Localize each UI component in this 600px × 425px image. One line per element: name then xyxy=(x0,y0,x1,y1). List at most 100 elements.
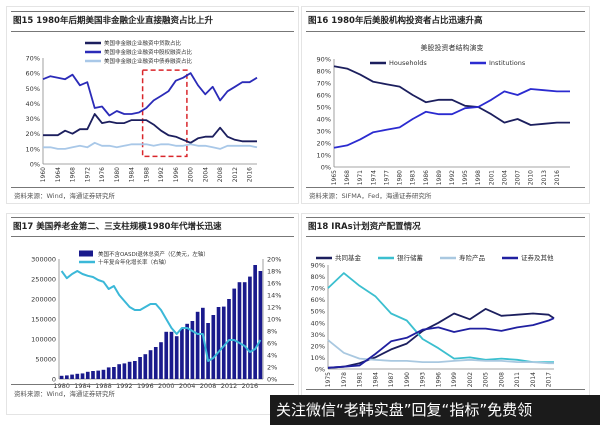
y-tick-label: 250000 xyxy=(31,276,56,284)
x-tick-label: 2008 xyxy=(217,167,224,182)
y-tick-label: 10% xyxy=(26,145,40,153)
x-tick-label: 1986 xyxy=(423,170,430,185)
x-tick-label: 1995 xyxy=(462,170,469,185)
y-tick-label: 50% xyxy=(311,308,325,316)
x-tick-label: 1981 xyxy=(357,372,364,387)
legend-label: 银行储蓄 xyxy=(397,253,424,262)
y-tick-label: 90% xyxy=(317,56,331,64)
chart-17-svg: 0 50000 100000 150000 200000 250000 300000 0% 2%… xyxy=(31,250,281,390)
x-tick-label: 1978 xyxy=(341,372,348,387)
y-tick-label: 0% xyxy=(315,366,325,374)
x-tick-label: 1993 xyxy=(420,372,427,387)
bar xyxy=(106,367,111,379)
series-line xyxy=(327,272,554,364)
y-tick-label: 0 xyxy=(52,376,56,384)
bar xyxy=(133,361,137,379)
y-tick-label: 70% xyxy=(26,55,40,63)
y2-tick-label: 14% xyxy=(267,292,281,300)
y-tick-label: 60% xyxy=(311,296,325,304)
y2-tick-label: 4% xyxy=(267,352,277,360)
x-tick-label: 1975 xyxy=(325,372,332,387)
y-tick-label: 0% xyxy=(321,164,331,172)
series-line xyxy=(327,317,555,369)
legend-label: 十年复合年化增长率（右轴） xyxy=(98,258,170,266)
x-tick-label: 1976 xyxy=(99,167,106,182)
bar xyxy=(59,375,64,379)
x-tick-label: 1960 xyxy=(40,167,47,182)
x-tick-label: 1996 xyxy=(137,382,154,390)
chart-title: 图17 美国养老金第二、三支柱规模1980年代增长迅速 xyxy=(13,222,222,232)
x-tick-label: 2013 xyxy=(541,170,548,185)
y-tick-label: 300000 xyxy=(31,256,56,264)
x-tick-label: 1980 xyxy=(53,382,70,390)
y-tick-label: 60% xyxy=(317,92,331,100)
x-tick-label: 1984 xyxy=(372,372,379,387)
wechat-promo-banner[interactable]: 关注微信“老韩实盘”回复“指标”免费领 xyxy=(270,395,600,425)
x-tick-label: 2016 xyxy=(554,170,561,185)
x-tick-label: 1992 xyxy=(449,170,456,185)
legend-label: Institutions xyxy=(489,59,526,67)
x-tick-label: 2014 xyxy=(530,372,537,387)
x-tick-label: 2008 xyxy=(200,382,217,390)
x-tick-label: 2012 xyxy=(232,167,239,182)
bar xyxy=(143,354,148,379)
x-tick-label: 1988 xyxy=(95,382,112,390)
x-tick-label: 1984 xyxy=(74,382,91,390)
y-tick-label: 100000 xyxy=(31,336,56,344)
y2-tick-label: 18% xyxy=(267,268,281,276)
x-tick-label: 2000 xyxy=(158,382,175,390)
x-tick-label: 2011 xyxy=(514,372,521,387)
chart-16-svg: 0% 10% 20% 30% 40% 50% 60% 70% 80% 90% 1965 1968 197… xyxy=(317,43,570,185)
y-tick-label: 50% xyxy=(317,104,331,112)
bar xyxy=(101,369,106,379)
y-tick-label: 20% xyxy=(311,342,325,350)
y2-tick-label: 6% xyxy=(267,340,277,348)
y2-tick-label: 16% xyxy=(267,280,281,288)
x-tick-label: 2016 xyxy=(247,167,254,182)
x-tick-label: 2004 xyxy=(179,382,196,390)
bar xyxy=(216,307,221,379)
x-tick-label: 2007 xyxy=(515,170,522,185)
y-tick-label: 60% xyxy=(26,70,40,78)
bar xyxy=(201,307,205,379)
bar xyxy=(180,329,184,379)
series-line xyxy=(42,72,258,117)
y-tick-label: 30% xyxy=(317,128,331,136)
x-tick-label: 1968 xyxy=(344,170,351,185)
series-line xyxy=(60,270,262,362)
bar xyxy=(221,306,226,379)
bar xyxy=(70,374,74,379)
x-tick-label: 2016 xyxy=(242,382,259,390)
x-tick-label: 1996 xyxy=(173,167,180,182)
legend-label: 证券及其他 xyxy=(521,253,554,262)
bar xyxy=(75,373,80,379)
bar xyxy=(253,265,257,379)
x-tick-label: 1984 xyxy=(129,167,136,182)
x-tick-label: 1996 xyxy=(435,372,442,387)
y-tick-label: 20% xyxy=(317,140,331,148)
chart-title: 图16 1980年后美股机构投资者占比迅速升高 xyxy=(308,16,483,26)
bar xyxy=(169,331,174,379)
bar xyxy=(65,375,69,379)
x-tick-label: 1983 xyxy=(410,170,417,185)
x-tick-label: 1977 xyxy=(383,170,390,185)
bar xyxy=(232,288,237,379)
series-line xyxy=(43,141,258,150)
x-tick-label: 1998 xyxy=(475,170,482,185)
y2-tick-label: 10% xyxy=(267,316,281,324)
bar xyxy=(85,371,90,379)
y-tick-label: 50000 xyxy=(35,356,56,364)
x-tick-label: 2001 xyxy=(488,170,495,185)
chart-source: 资料来源：Wind，海通证券研究所 xyxy=(14,192,115,200)
bar xyxy=(190,321,195,379)
x-tick-label: 2008 xyxy=(498,372,505,387)
x-tick-label: 1968 xyxy=(70,167,77,182)
chart-panel-16: 图16 1980年后美股机构投资者占比迅速升高 0% 10% 20% 30% 40% 50… xyxy=(301,6,590,204)
y-tick-label: 40% xyxy=(311,319,325,327)
y-tick-label: 40% xyxy=(317,116,331,124)
bar xyxy=(185,323,189,379)
y2-tick-label: 2% xyxy=(267,364,277,372)
legend-label: 美国不含OASDI退休总资产（亿美元，左轴） xyxy=(98,250,209,258)
bar xyxy=(138,357,142,379)
chart-18-svg: 0% 10% 20% 30% 40% 50% 60% 70% 80% 90% 1975 1978 198… xyxy=(311,253,555,387)
